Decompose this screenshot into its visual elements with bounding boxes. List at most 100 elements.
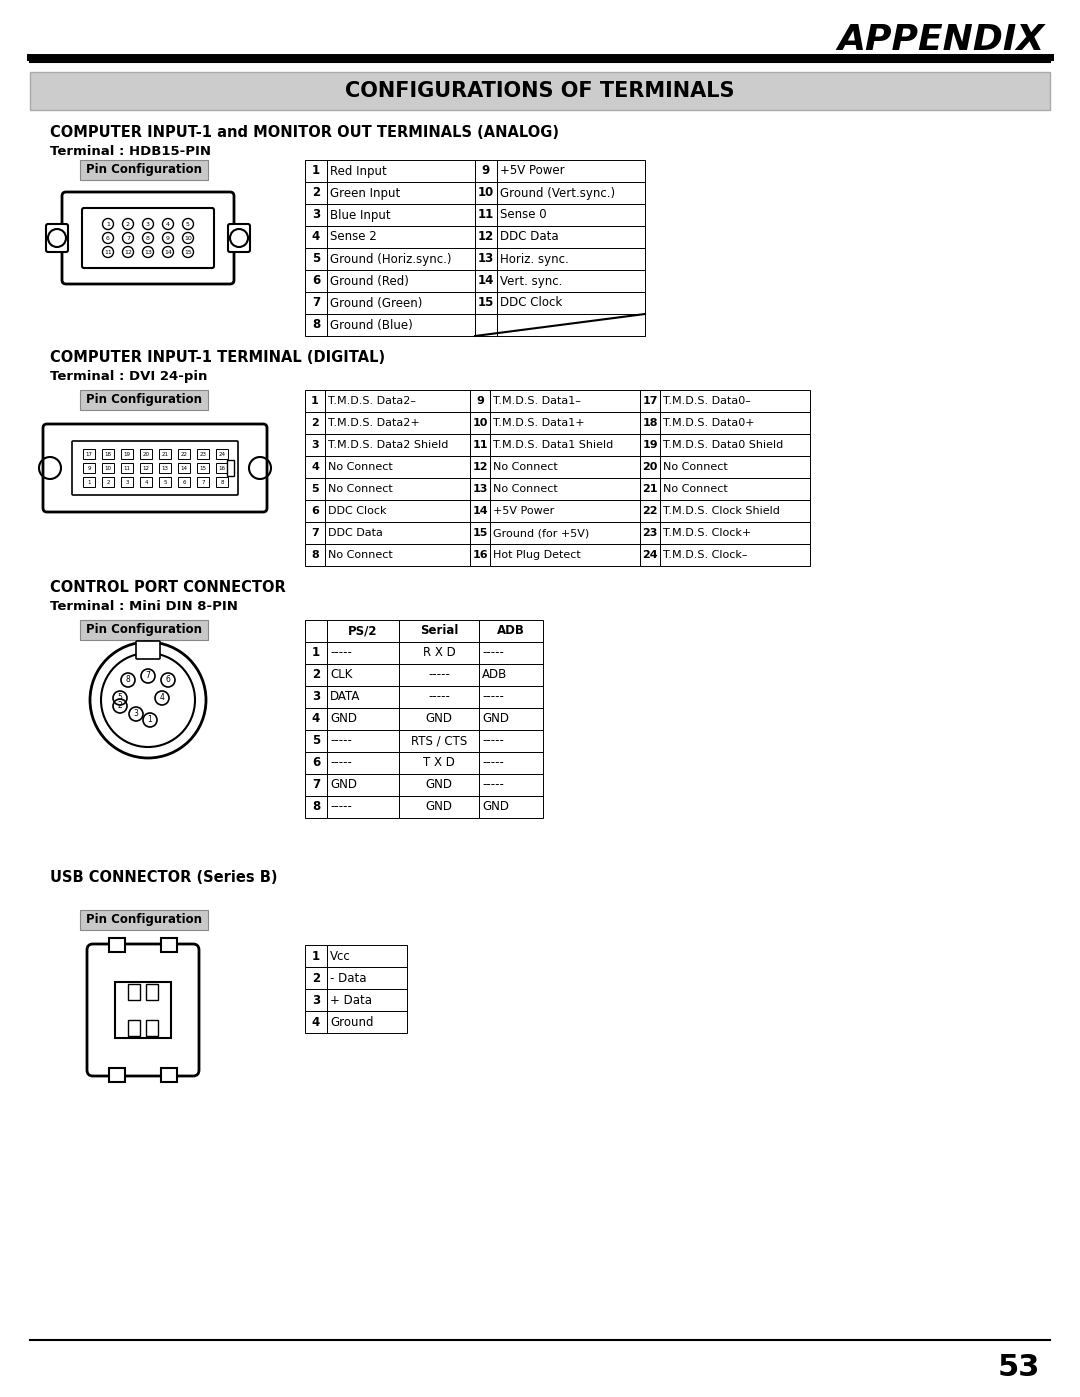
Bar bbox=[470, 390, 490, 412]
Text: No Connect: No Connect bbox=[328, 462, 393, 472]
Bar bbox=[146, 1020, 158, 1037]
Text: -----: ----- bbox=[330, 757, 352, 770]
Bar bbox=[327, 944, 407, 967]
Text: 2: 2 bbox=[312, 187, 320, 200]
Bar bbox=[480, 686, 543, 708]
Bar bbox=[305, 752, 327, 774]
Text: Vcc: Vcc bbox=[330, 950, 351, 963]
Bar bbox=[470, 543, 490, 566]
Text: 9: 9 bbox=[166, 236, 170, 240]
Text: CONFIGURATIONS OF TERMINALS: CONFIGURATIONS OF TERMINALS bbox=[346, 81, 734, 101]
Bar bbox=[475, 182, 497, 204]
Text: 11: 11 bbox=[472, 440, 488, 450]
Bar bbox=[399, 796, 480, 819]
Text: T.M.D.S. Data1+: T.M.D.S. Data1+ bbox=[492, 418, 584, 427]
Bar bbox=[327, 161, 475, 182]
Bar bbox=[497, 226, 645, 249]
Text: 2: 2 bbox=[126, 222, 130, 226]
Bar bbox=[490, 478, 640, 500]
Text: 2: 2 bbox=[312, 971, 320, 985]
Bar bbox=[83, 476, 95, 488]
Text: 2: 2 bbox=[312, 669, 320, 682]
Text: 3: 3 bbox=[311, 440, 319, 450]
Text: -----: ----- bbox=[428, 690, 450, 704]
Bar bbox=[80, 620, 208, 640]
Text: RTS / CTS: RTS / CTS bbox=[410, 735, 468, 747]
Bar bbox=[325, 522, 470, 543]
Bar bbox=[325, 412, 470, 434]
Bar bbox=[327, 967, 407, 989]
Bar bbox=[497, 161, 645, 182]
Bar bbox=[480, 708, 543, 731]
Bar bbox=[327, 249, 475, 270]
Text: Pin Configuration: Pin Configuration bbox=[86, 163, 202, 176]
Text: 10: 10 bbox=[477, 187, 495, 200]
Text: Vert. sync.: Vert. sync. bbox=[500, 274, 563, 288]
Text: Pin Configuration: Pin Configuration bbox=[86, 623, 202, 637]
Bar bbox=[497, 204, 645, 226]
Bar bbox=[327, 664, 399, 686]
Text: 21: 21 bbox=[162, 451, 168, 457]
Bar bbox=[305, 292, 327, 314]
Text: 13: 13 bbox=[162, 465, 168, 471]
Circle shape bbox=[90, 643, 206, 759]
Bar bbox=[140, 462, 152, 474]
Bar bbox=[470, 455, 490, 478]
Bar bbox=[480, 643, 543, 664]
Bar bbox=[159, 476, 171, 488]
Text: +5V Power: +5V Power bbox=[500, 165, 565, 177]
Bar bbox=[305, 643, 327, 664]
Bar bbox=[640, 412, 660, 434]
Bar bbox=[305, 500, 325, 522]
Text: 7: 7 bbox=[146, 672, 150, 680]
Text: Terminal : DVI 24-pin: Terminal : DVI 24-pin bbox=[50, 370, 207, 383]
Bar bbox=[640, 390, 660, 412]
Bar bbox=[159, 462, 171, 474]
Bar bbox=[178, 476, 190, 488]
Bar bbox=[327, 774, 399, 796]
Bar bbox=[660, 412, 810, 434]
Text: 12: 12 bbox=[472, 462, 488, 472]
Text: -----: ----- bbox=[330, 735, 352, 747]
Bar bbox=[305, 434, 325, 455]
Bar bbox=[470, 434, 490, 455]
Text: 4: 4 bbox=[166, 222, 170, 226]
Text: 8: 8 bbox=[146, 236, 150, 240]
Text: CONTROL PORT CONNECTOR: CONTROL PORT CONNECTOR bbox=[50, 580, 286, 595]
Bar bbox=[197, 448, 210, 460]
Text: 15: 15 bbox=[477, 296, 495, 310]
FancyBboxPatch shape bbox=[43, 425, 267, 511]
Bar bbox=[490, 500, 640, 522]
Text: COMPUTER INPUT-1 and MONITOR OUT TERMINALS (ANALOG): COMPUTER INPUT-1 and MONITOR OUT TERMINA… bbox=[50, 124, 559, 140]
Bar bbox=[325, 434, 470, 455]
Bar bbox=[305, 161, 327, 182]
Bar bbox=[109, 937, 125, 951]
Bar bbox=[305, 731, 327, 752]
Text: -----: ----- bbox=[482, 778, 504, 792]
Text: Sense 2: Sense 2 bbox=[330, 231, 377, 243]
Text: 12: 12 bbox=[477, 231, 495, 243]
Text: 3: 3 bbox=[312, 690, 320, 704]
Text: 14: 14 bbox=[164, 250, 172, 254]
Bar bbox=[327, 643, 399, 664]
Text: T.M.D.S. Data2 Shield: T.M.D.S. Data2 Shield bbox=[328, 440, 448, 450]
Text: APPENDIX: APPENDIX bbox=[838, 22, 1045, 57]
Bar bbox=[305, 455, 325, 478]
Bar bbox=[490, 412, 640, 434]
Text: 13: 13 bbox=[144, 250, 152, 254]
Text: 7: 7 bbox=[126, 236, 130, 240]
Text: GND: GND bbox=[482, 800, 509, 813]
Bar bbox=[305, 182, 327, 204]
Bar bbox=[399, 643, 480, 664]
Text: 2: 2 bbox=[106, 479, 110, 485]
Bar bbox=[102, 476, 114, 488]
Text: 22: 22 bbox=[180, 451, 188, 457]
Bar bbox=[399, 774, 480, 796]
Text: 2: 2 bbox=[118, 701, 122, 711]
Text: 7: 7 bbox=[312, 296, 320, 310]
Bar bbox=[470, 522, 490, 543]
Bar bbox=[327, 686, 399, 708]
Text: T.M.D.S. Clock Shield: T.M.D.S. Clock Shield bbox=[663, 506, 780, 515]
Text: + Data: + Data bbox=[330, 993, 372, 1006]
Text: T.M.D.S. Clock–: T.M.D.S. Clock– bbox=[663, 550, 747, 560]
